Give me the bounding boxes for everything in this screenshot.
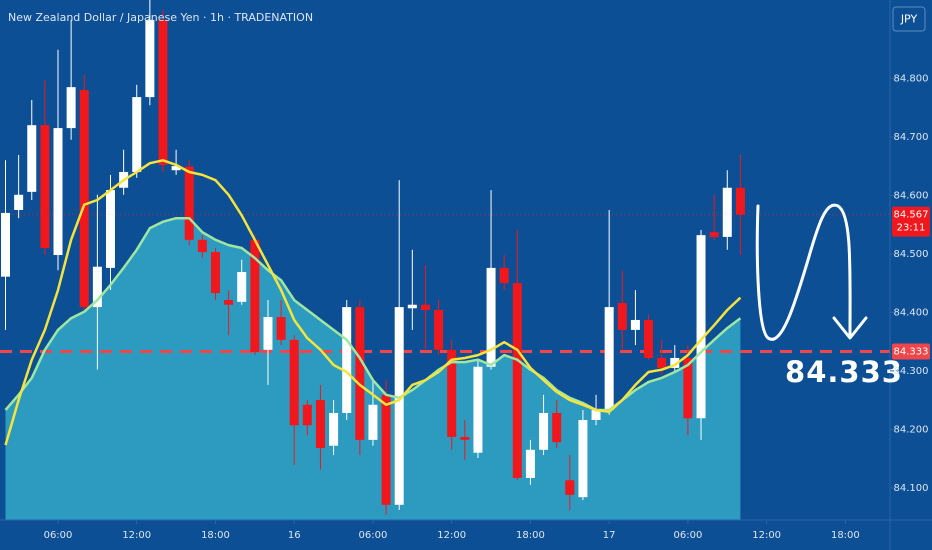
last-price-label: 84.567 bbox=[894, 210, 929, 221]
candle-body bbox=[552, 412, 562, 443]
candle-body bbox=[263, 317, 273, 350]
y-tick-label: 84.500 bbox=[894, 249, 929, 260]
candle-body bbox=[604, 307, 614, 411]
level-label: 84.333 bbox=[894, 347, 929, 358]
candle-body bbox=[145, 19, 155, 98]
x-tick-label: 06:00 bbox=[44, 530, 73, 541]
x-tick-label: 06:00 bbox=[673, 530, 702, 541]
plot-area bbox=[0, 0, 890, 520]
candle-body bbox=[696, 235, 706, 419]
x-tick-label: 12:00 bbox=[752, 530, 781, 541]
candle-body bbox=[394, 307, 404, 505]
candle-body bbox=[420, 304, 430, 311]
candle-body bbox=[92, 266, 102, 308]
y-tick-label: 84.600 bbox=[894, 190, 929, 201]
candle-body bbox=[105, 190, 115, 268]
candle-body bbox=[381, 394, 391, 505]
x-tick-label: 18:00 bbox=[201, 530, 230, 541]
candle-body bbox=[342, 307, 352, 413]
candle-body bbox=[539, 412, 549, 450]
candle-body bbox=[578, 419, 588, 498]
candle-body bbox=[709, 232, 719, 237]
candle-body bbox=[460, 436, 470, 440]
candle-body bbox=[525, 449, 535, 478]
candle-body bbox=[617, 302, 627, 330]
drawn-arrowhead bbox=[832, 316, 868, 340]
x-tick-label: 12:00 bbox=[437, 530, 466, 541]
level-annotation: 84.333 bbox=[785, 355, 903, 389]
y-tick-label: 84.300 bbox=[894, 366, 929, 377]
candle-body bbox=[158, 19, 168, 165]
y-tick-label: 84.200 bbox=[894, 424, 929, 435]
candle-body bbox=[315, 400, 325, 449]
candle-body bbox=[657, 357, 667, 368]
level-badge bbox=[892, 343, 930, 360]
x-tick-label: 18:00 bbox=[831, 530, 860, 541]
candle-body bbox=[447, 349, 457, 437]
chart-title: New Zealand Dollar / Japanese Yen · 1h ·… bbox=[8, 11, 313, 24]
candle-body bbox=[1, 212, 11, 277]
candle-body bbox=[591, 410, 601, 420]
x-tick-label: 18:00 bbox=[516, 530, 545, 541]
x-tick-label: 12:00 bbox=[122, 530, 151, 541]
countdown-label: 23:11 bbox=[897, 223, 926, 234]
candle-body bbox=[644, 319, 654, 358]
y-tick-label: 84.700 bbox=[894, 132, 929, 143]
candle-body bbox=[66, 87, 76, 129]
candle-body bbox=[210, 252, 220, 294]
candle-body bbox=[171, 166, 181, 171]
candle-body bbox=[289, 339, 299, 426]
x-tick-label: 06:00 bbox=[359, 530, 388, 541]
candle-body bbox=[735, 187, 745, 215]
y-tick-label: 84.100 bbox=[894, 483, 929, 494]
candle-body bbox=[499, 267, 509, 284]
candle-body bbox=[27, 125, 37, 192]
candle-body bbox=[132, 97, 142, 172]
currency-button[interactable] bbox=[892, 6, 926, 32]
candle-body bbox=[184, 166, 194, 240]
candle-body bbox=[512, 283, 522, 478]
candle-body bbox=[565, 480, 575, 495]
candle-body bbox=[250, 239, 260, 353]
moving-average-line bbox=[4, 159, 742, 446]
x-tick-label: 16 bbox=[288, 530, 301, 541]
candle-body bbox=[237, 271, 247, 302]
candle-body bbox=[407, 304, 417, 309]
drawn-arrow bbox=[755, 203, 852, 341]
candle-body bbox=[329, 412, 339, 446]
candle-body bbox=[630, 319, 640, 330]
candle-body bbox=[434, 310, 444, 350]
candle-body bbox=[683, 357, 693, 419]
candle-body bbox=[224, 300, 234, 305]
candle-body bbox=[40, 125, 50, 249]
candle-body bbox=[722, 187, 732, 237]
candle-body bbox=[368, 404, 378, 440]
candle-body bbox=[53, 128, 63, 256]
candle-body bbox=[670, 357, 680, 368]
last-price-badge bbox=[892, 206, 930, 237]
candle-body bbox=[14, 194, 24, 210]
y-tick-label: 84.400 bbox=[894, 307, 929, 318]
candle-body bbox=[486, 267, 496, 367]
x-tick-label: 17 bbox=[603, 530, 616, 541]
candle-body bbox=[197, 239, 207, 253]
candle-body bbox=[79, 90, 89, 308]
candle-body bbox=[302, 404, 312, 426]
candle-body bbox=[276, 317, 286, 340]
currency-button-label[interactable]: JPY bbox=[900, 13, 918, 26]
y-tick-label: 84.800 bbox=[894, 73, 929, 84]
candle-body bbox=[355, 307, 365, 440]
candle-body bbox=[473, 366, 483, 453]
